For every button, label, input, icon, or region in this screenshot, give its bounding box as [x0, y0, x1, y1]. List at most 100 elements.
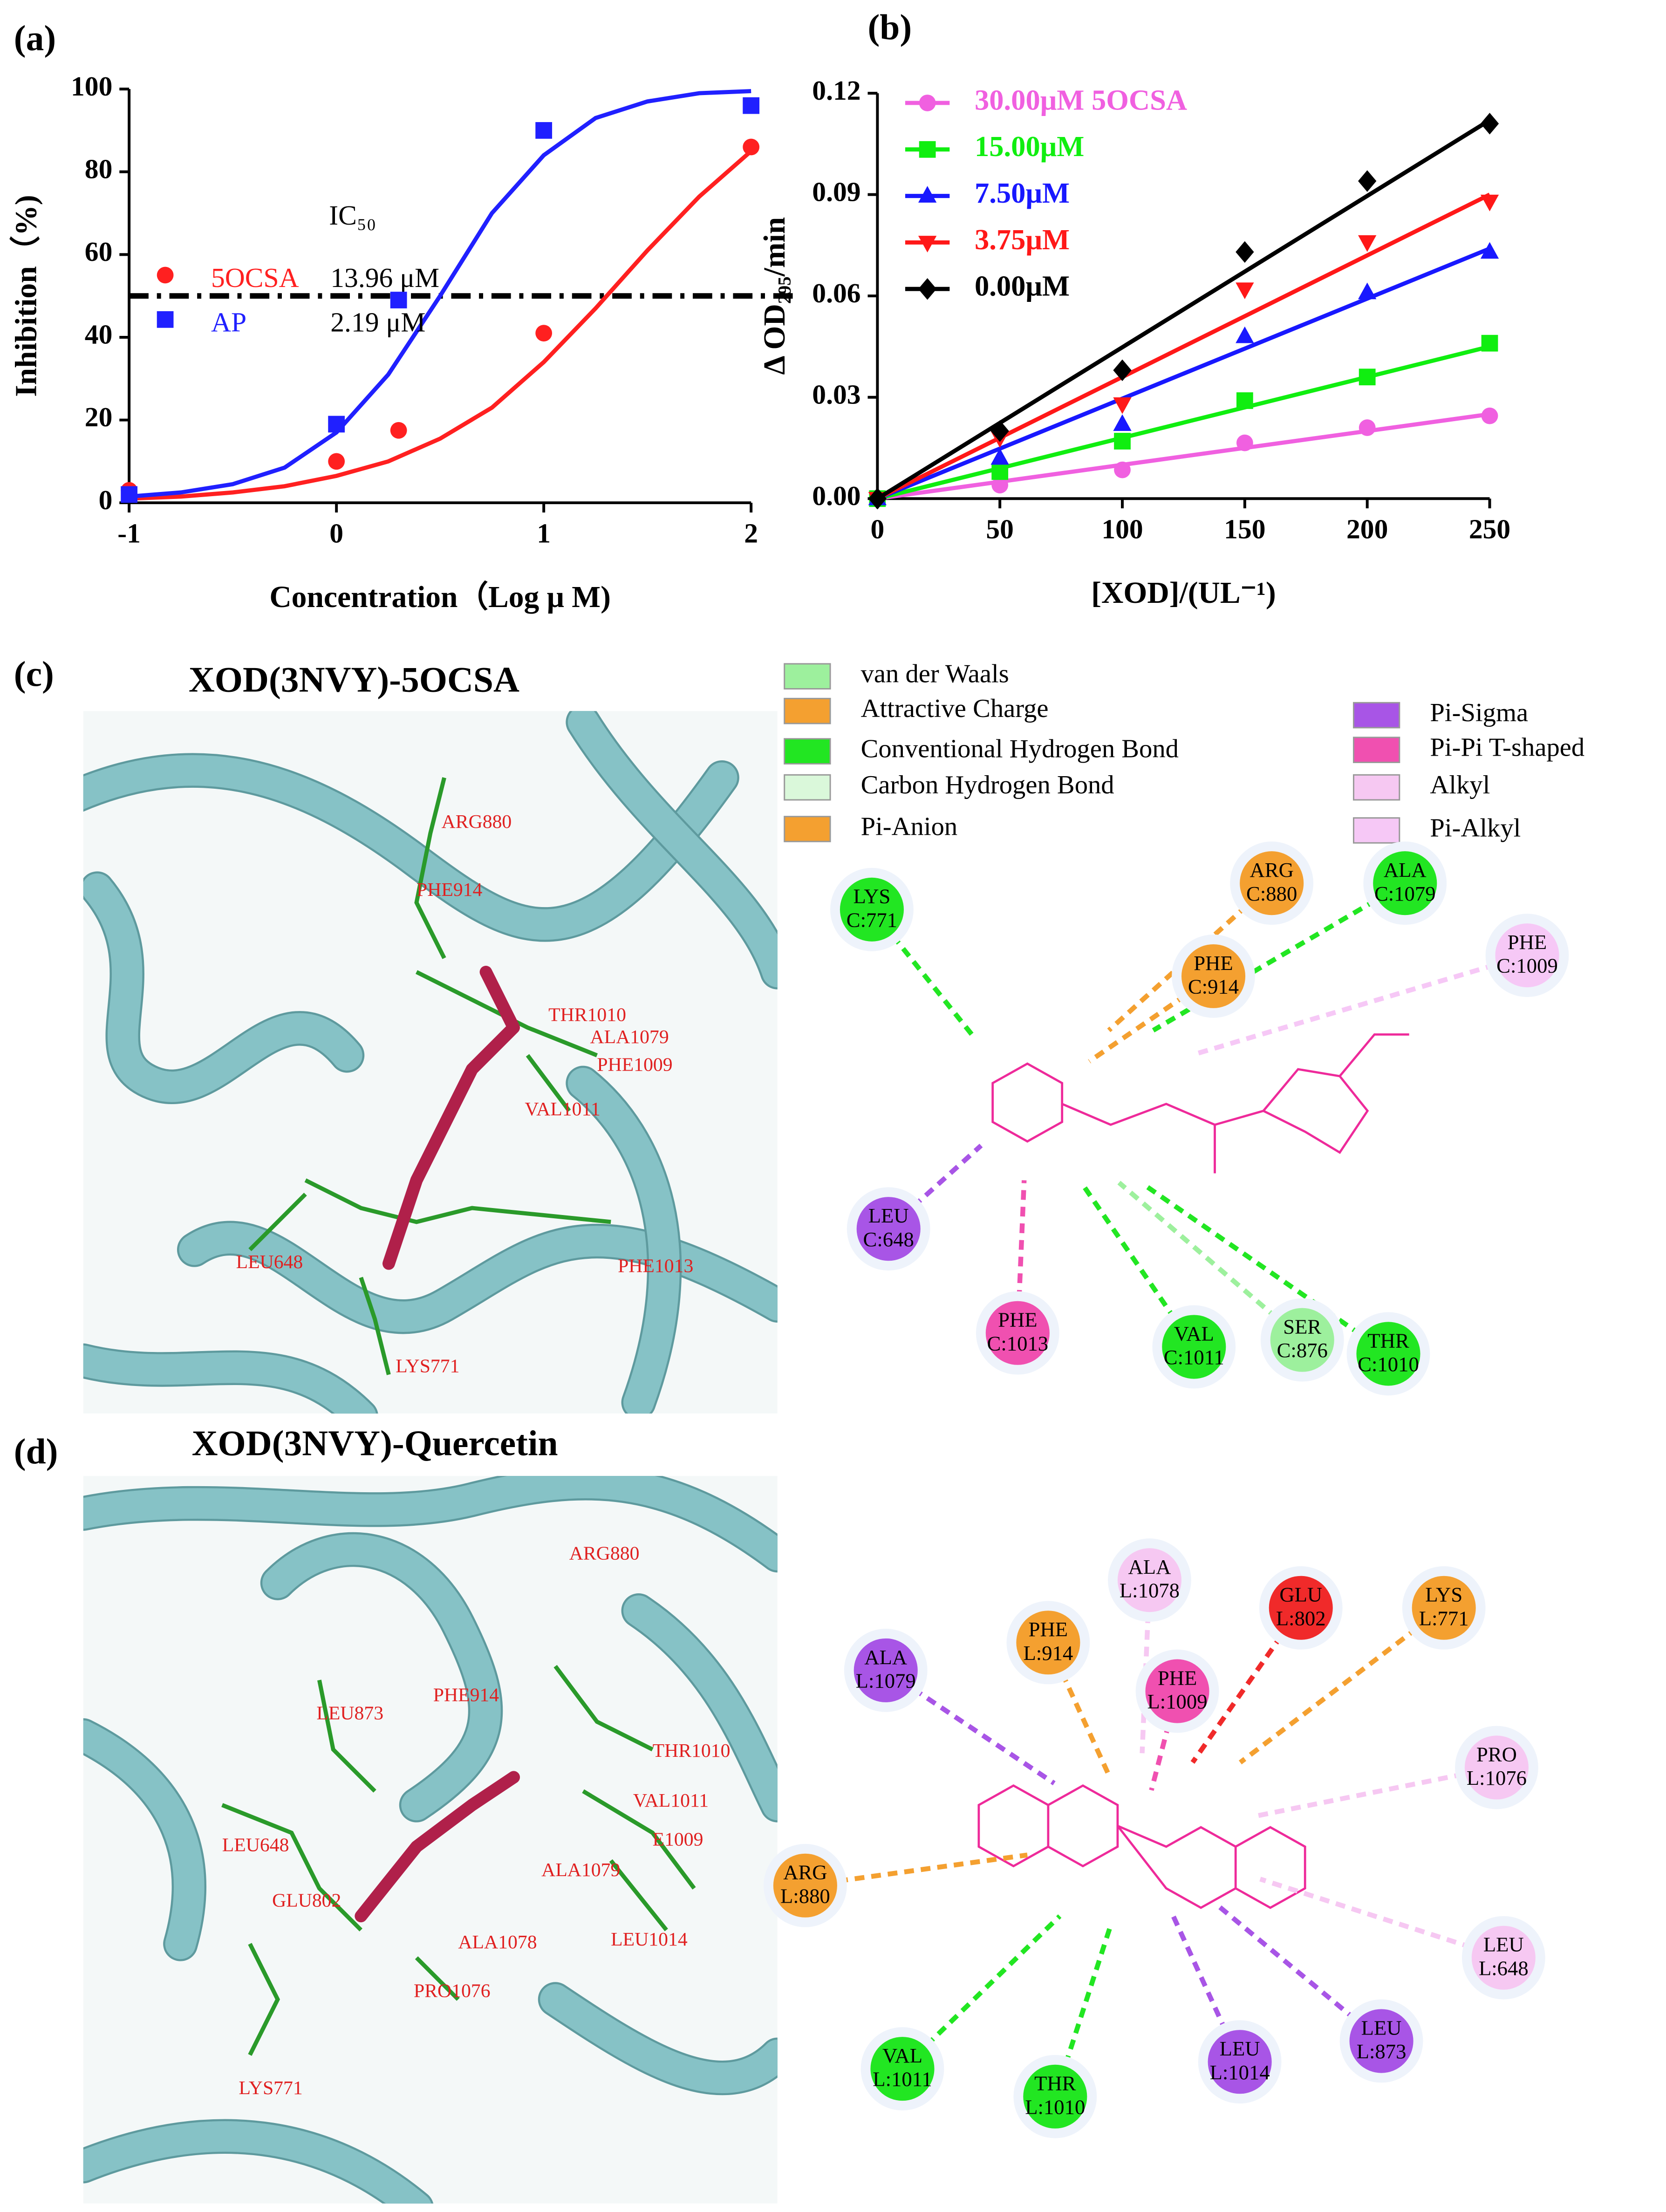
point	[390, 422, 407, 439]
residue-id: L:1076	[1467, 1766, 1527, 1789]
point	[1236, 282, 1254, 300]
residue-name: ARG	[1250, 858, 1294, 881]
residue-id: L:1079	[856, 1669, 916, 1692]
legend-swatch	[784, 697, 831, 724]
residue-name: LYS	[853, 885, 890, 908]
y-axis-label: Inhibition（%)	[9, 195, 43, 396]
x-tick-label: 200	[1346, 513, 1388, 544]
residue-name: VAL	[1174, 1322, 1214, 1345]
y-tick-label: 0.09	[812, 176, 860, 207]
legend-swatch	[784, 816, 831, 842]
panel-label: (b)	[868, 7, 912, 47]
residue-render-label: E1009	[653, 1829, 703, 1850]
y-tick-label: 0.00	[812, 480, 860, 511]
point	[1113, 359, 1132, 381]
residue-node	[1495, 923, 1559, 988]
residue-node	[1373, 851, 1437, 915]
legend-marker	[918, 278, 937, 300]
x-tick-label: 1	[537, 518, 551, 548]
legend-swatch	[784, 774, 831, 801]
residue-render-label: ARG880	[442, 811, 512, 833]
legend-swatch	[1353, 774, 1400, 801]
residue-render-label: LEU873	[316, 1702, 383, 1724]
residue-render-label: LYS771	[239, 2077, 303, 2099]
point	[1114, 433, 1131, 450]
x-axis-label: [XOD]/(UL⁻¹)	[1091, 576, 1276, 610]
legend-label: 5OCSA	[211, 262, 299, 293]
residue-render-label: PHE1013	[618, 1256, 693, 1277]
x-tick-label: 100	[1101, 513, 1143, 544]
residue-render-label: THR1010	[548, 1004, 626, 1025]
residue-name: ARG	[783, 1861, 827, 1884]
residue-node	[1208, 2030, 1272, 2094]
legend-label: Pi-Pi T-shaped	[1430, 733, 1584, 762]
residue-node	[1464, 1735, 1529, 1800]
render-d	[83, 1476, 778, 2204]
residue-id: L:1014	[1210, 2061, 1270, 2084]
point	[1481, 335, 1498, 352]
fit-line	[876, 192, 1491, 501]
legend-label: 15.00μM	[975, 130, 1084, 163]
interaction-line	[870, 908, 978, 1041]
residue-id: C:876	[1277, 1338, 1328, 1362]
render-c	[83, 711, 778, 1414]
residue-id: C:880	[1246, 882, 1297, 905]
residue-node	[1117, 1548, 1181, 1612]
x-tick-label: 0	[329, 518, 343, 548]
point	[1481, 407, 1498, 424]
residue-name: PHE	[1508, 930, 1547, 954]
residue-id: L:802	[1276, 1606, 1326, 1630]
panel-title: XOD(3NVY)-5OCSA	[189, 659, 519, 699]
point	[991, 463, 1009, 480]
fit-line	[129, 149, 753, 501]
legend-label: van der Waals	[861, 660, 1009, 689]
point	[535, 122, 553, 139]
residue-name: THR	[1034, 2072, 1076, 2095]
residue-id: L:873	[1357, 2040, 1407, 2063]
fit-line	[877, 344, 1490, 501]
residue-node	[1412, 1576, 1476, 1640]
fit-line	[129, 89, 751, 499]
point	[1236, 434, 1253, 451]
legend-label: Alkyl	[1430, 771, 1490, 799]
point	[1113, 397, 1132, 414]
point	[990, 420, 1009, 442]
residue-id: L:1010	[1025, 2095, 1085, 2118]
residue-name: ALA	[1128, 1555, 1171, 1578]
y-tick-label: 20	[85, 402, 113, 432]
y-tick-label: 100	[71, 71, 112, 102]
interaction-line	[1052, 1925, 1113, 2097]
residue-node	[1356, 1322, 1420, 1386]
residue-id: C:1010	[1358, 1352, 1419, 1376]
y-tick-label: 0.03	[812, 379, 860, 410]
residue-render-label: LEU648	[222, 1834, 289, 1856]
panel-label: (c)	[14, 654, 54, 694]
point	[743, 97, 760, 114]
residue-node	[870, 2037, 935, 2101]
residue-id: C:1013	[987, 1331, 1049, 1355]
point	[1359, 369, 1376, 386]
point	[1358, 170, 1377, 192]
residue-render-label: ALA1078	[458, 1932, 537, 1953]
residue-name: LYS	[1425, 1583, 1462, 1606]
fit-line	[877, 412, 1490, 501]
point	[1236, 392, 1253, 409]
legend-swatch	[784, 738, 831, 765]
point	[328, 416, 345, 433]
interaction-line	[1170, 1912, 1242, 2063]
fit-line	[876, 246, 1491, 501]
residue-node	[985, 1301, 1050, 1365]
residue-id: L:648	[1479, 1956, 1529, 1980]
residue-id: L:914	[1024, 1641, 1073, 1665]
residue-render-label: VAL1011	[525, 1099, 600, 1120]
residue-id: C:648	[863, 1228, 914, 1251]
point	[1359, 419, 1376, 436]
interaction-line	[1259, 1877, 1504, 1960]
residue-node	[1349, 2009, 1413, 2073]
x-tick-label: 150	[1224, 513, 1265, 544]
y-axis-label: Δ OD₂₉₅/min	[758, 217, 792, 375]
legend-swatch	[784, 663, 831, 690]
point	[1358, 282, 1377, 300]
